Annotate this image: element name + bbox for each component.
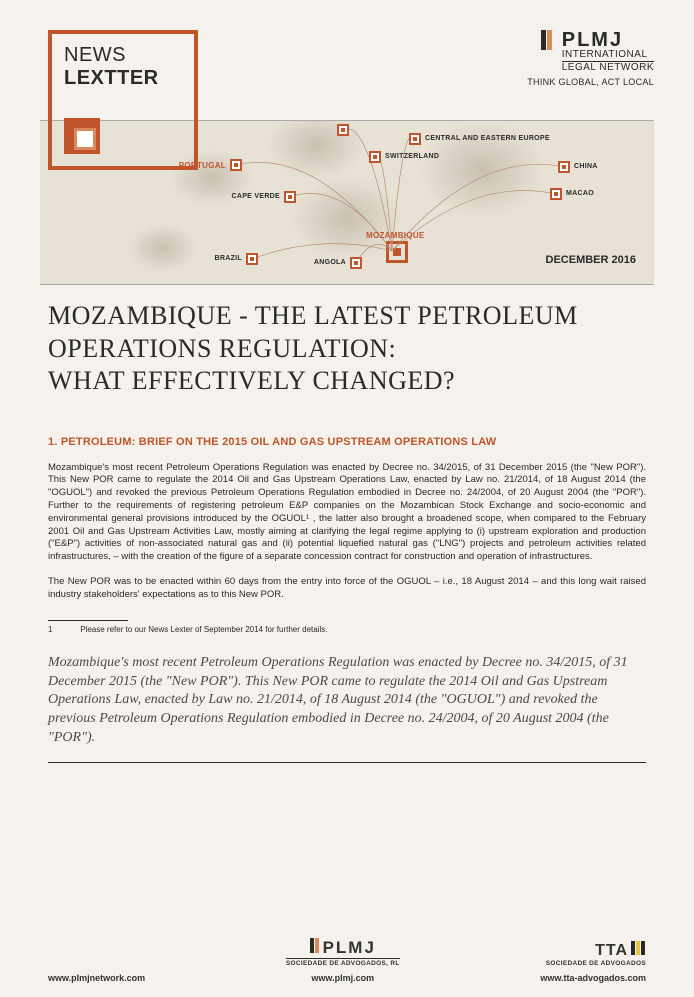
map-location-label: MACAO	[566, 190, 594, 197]
map-marker-icon	[230, 159, 242, 171]
footnote-text: Please refer to our News Lexter of Septe…	[80, 625, 327, 634]
pullquote: Mozambique's most recent Petroleum Opera…	[48, 654, 646, 763]
map-marker-icon	[558, 161, 570, 173]
body-paragraph: The New POR was to be enacted within 60 …	[48, 576, 646, 602]
newsletter-logo-box: NEWS LEXTTER	[48, 30, 198, 170]
plmj-title: PLMJ	[562, 30, 654, 50]
map-location-label: CHINA	[574, 163, 598, 170]
map-location-label: CENTRAL AND EASTERN EUROPE	[425, 135, 550, 142]
map-location-label: BRAZIL	[215, 255, 242, 262]
footer-tta-logo: TTA	[540, 941, 646, 960]
news-label: NEWS	[64, 44, 182, 67]
map-location-label: ANGOLA	[314, 259, 346, 266]
map-location-label: CAPE VERDE	[231, 193, 280, 200]
header: NEWS LEXTTER PLMJ INTERNATIONAL LEGAL NE…	[0, 0, 694, 240]
map-location-label: MOZAMBIQUE	[366, 231, 425, 240]
map-marker-icon	[337, 124, 349, 136]
map-marker-icon	[246, 253, 258, 265]
section-heading: 1. PETROLEUM: BRIEF ON THE 2015 OIL AND …	[48, 436, 646, 448]
article-content: MOZAMBIQUE - THE LATEST PETROLEUM OPERAT…	[0, 240, 694, 783]
footer-plmj-sub: SOCIEDADE DE ADVOGADOS, RL	[286, 958, 400, 967]
footer-tta-sub: SOCIEDADE DE ADVOGADOS	[540, 960, 646, 967]
lextter-label: LEXTTER	[64, 67, 182, 90]
map-marker-icon	[550, 188, 562, 200]
footer-url-left: www.plmjnetwork.com	[48, 973, 145, 983]
plmj-bars-icon	[541, 30, 553, 55]
plmj-subtitle-1: INTERNATIONAL	[562, 50, 654, 60]
footer-url-right: www.tta-advogados.com	[540, 973, 646, 983]
map-location-label: SWITZERLAND	[385, 153, 439, 160]
footnote: 1 Please refer to our News Lexter of Sep…	[48, 625, 646, 634]
body-paragraph: Mozambique's most recent Petroleum Opera…	[48, 462, 646, 565]
plmj-network-logo: PLMJ INTERNATIONAL LEGAL NETWORK THINK G…	[527, 30, 654, 87]
logo-square-icon	[64, 118, 100, 154]
map-marker-icon	[409, 133, 421, 145]
footnote-divider	[48, 620, 128, 621]
footnote-number: 1	[48, 625, 78, 634]
issue-date: DECEMBER 2016	[546, 254, 636, 266]
map-location-label: UNITED KINGDOM	[317, 120, 383, 121]
map-marker-icon	[350, 257, 362, 269]
plmj-subtitle-2: LEGAL NETWORK	[562, 61, 654, 73]
footer-plmj-logo: PLMJ	[286, 938, 400, 958]
map-marker-icon	[369, 151, 381, 163]
map-marker-icon	[284, 191, 296, 203]
footer-url-center: www.plmj.com	[286, 973, 400, 983]
page-footer: www.plmjnetwork.com PLMJ SOCIEDADE DE AD…	[48, 938, 646, 983]
plmj-tagline: THINK GLOBAL, ACT LOCAL	[527, 77, 654, 87]
article-title: MOZAMBIQUE - THE LATEST PETROLEUM OPERAT…	[48, 300, 646, 398]
